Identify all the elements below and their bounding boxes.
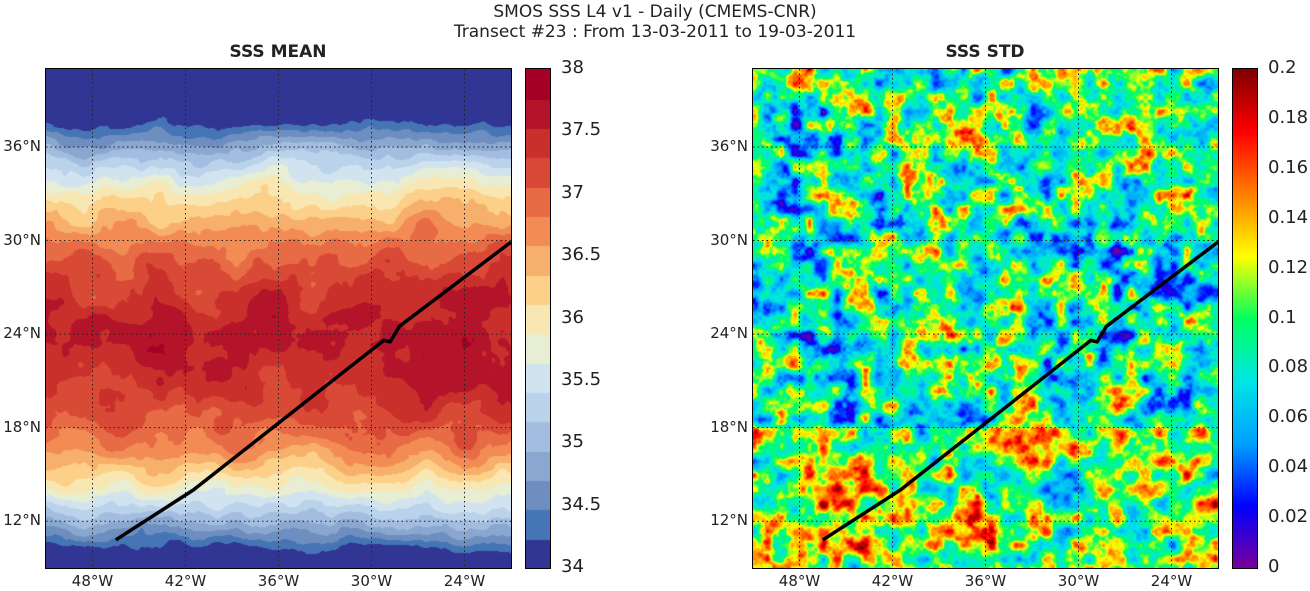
x-tick-label: 24°W (1150, 572, 1193, 590)
sss-std-map (752, 68, 1219, 569)
y-tick-label: 36°N (3, 136, 41, 155)
colorbar-tick-label: 0.02 (1268, 506, 1309, 528)
y-tick-label: 18°N (3, 417, 41, 436)
transect-line (821, 240, 1218, 542)
colorbar-tick-label: 35.5 (561, 368, 602, 390)
x-tick-label: 36°W (257, 572, 300, 590)
y-tick-label: 30°N (3, 230, 41, 249)
colorbar-tick-label: 34.5 (561, 493, 602, 515)
colorbar-tick-label: 0.12 (1268, 256, 1309, 278)
colorbar-tick-label: 37 (561, 181, 584, 203)
x-tick-label: 48°W (778, 572, 821, 590)
colorbar-tick-label: 0.06 (1268, 406, 1309, 428)
y-tick-label: 12°N (710, 511, 748, 530)
colorbar-tick-label: 0.08 (1268, 356, 1309, 378)
x-tick-label: 42°W (871, 572, 914, 590)
y-tick-label: 24°N (710, 324, 748, 343)
colorbar-tick-label: 0.2 (1268, 57, 1297, 78)
sss-mean-overlay (46, 69, 511, 568)
x-tick-label: 36°W (964, 572, 1007, 590)
sss-mean-field (46, 69, 511, 568)
sss-std-colorbar (1232, 68, 1258, 569)
sss-mean-colorbar (525, 68, 551, 569)
colorbar-tick-label: 0.14 (1268, 206, 1309, 228)
transect-line (114, 240, 511, 542)
x-tick-label: 30°W (350, 572, 393, 590)
colorbar-tick-label: 0 (1268, 556, 1280, 577)
y-tick-label: 24°N (3, 324, 41, 343)
figure-title-line2: Transect #23 : From 13-03-2011 to 19-03-… (453, 22, 857, 42)
colorbar-tick-label: 37.5 (561, 119, 602, 141)
x-tick-label: 24°W (443, 572, 486, 590)
x-tick-label: 48°W (71, 572, 114, 590)
sss-std-field (753, 69, 1218, 568)
colorbar-tick-label: 0.18 (1268, 106, 1309, 128)
x-tick-label: 30°W (1057, 572, 1100, 590)
colorbar-tick-label: 0.16 (1268, 156, 1309, 178)
sss-mean-map (45, 68, 512, 569)
y-tick-label: 30°N (710, 230, 748, 249)
y-tick-label: 18°N (710, 417, 748, 436)
colorbar-tick-label: 36.5 (561, 244, 602, 266)
std-panel-title: SSS STD (945, 42, 1025, 62)
mean-panel-title: SSS MEAN (229, 42, 327, 62)
sss-std-colorbar-scale (1233, 69, 1257, 568)
y-tick-label: 36°N (710, 136, 748, 155)
sss-mean-colorbar-scale (526, 69, 550, 568)
colorbar-tick-label: 38 (561, 57, 584, 78)
sss-std-overlay (753, 69, 1218, 568)
figure-title-line1: SMOS SSS L4 v1 - Daily (CMEMS-CNR) (493, 2, 817, 22)
x-tick-label: 42°W (164, 572, 207, 590)
colorbar-tick-label: 35 (561, 431, 584, 453)
y-tick-label: 12°N (3, 511, 41, 530)
colorbar-tick-label: 34 (561, 556, 584, 577)
colorbar-tick-label: 36 (561, 306, 584, 328)
colorbar-tick-label: 0.04 (1268, 456, 1309, 478)
colorbar-tick-label: 0.1 (1268, 306, 1297, 328)
